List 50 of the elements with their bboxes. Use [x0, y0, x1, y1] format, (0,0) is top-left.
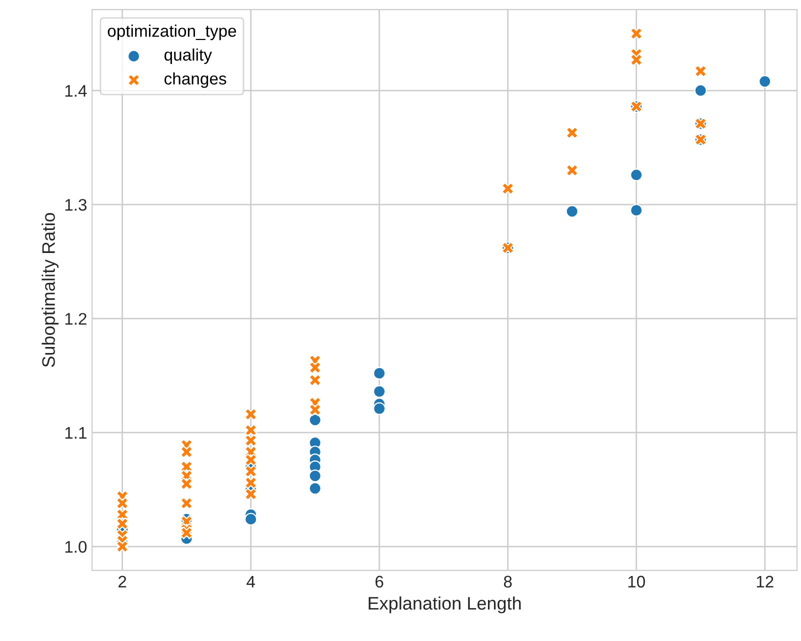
point	[308, 361, 322, 374]
point	[630, 204, 643, 217]
point	[244, 476, 258, 490]
x-axis-title: Explanation Length	[368, 596, 521, 614]
point	[758, 75, 772, 88]
y-tick-label: 1.2	[65, 312, 86, 325]
point	[308, 414, 322, 426]
point	[244, 434, 258, 447]
point	[308, 403, 322, 416]
x-tick-label: 12	[756, 576, 774, 588]
legend-label: quality	[164, 48, 212, 64]
point	[566, 164, 578, 177]
point	[180, 526, 193, 540]
legend-title: optimization_type	[108, 24, 236, 40]
point	[630, 27, 643, 40]
point	[180, 446, 193, 458]
y-tick-label: 1.4	[65, 85, 87, 97]
point	[244, 454, 258, 466]
point	[501, 182, 514, 195]
point	[308, 482, 322, 495]
x-tick-label: 8	[504, 576, 512, 588]
point	[244, 488, 258, 500]
point	[180, 496, 193, 510]
point	[180, 477, 193, 490]
point	[116, 496, 129, 510]
point	[566, 126, 578, 140]
point	[630, 168, 643, 182]
point	[244, 424, 258, 437]
x-tick-label: 10	[628, 576, 645, 588]
legend-label: changes	[164, 72, 226, 88]
point	[372, 402, 386, 415]
y-axis-title: Suboptimality Ratio	[42, 213, 59, 368]
point	[116, 540, 129, 553]
point	[694, 64, 707, 78]
point	[694, 84, 707, 97]
y-tick-label: 1.3	[65, 198, 87, 211]
point	[566, 205, 578, 218]
y-tick-label: 1.0	[65, 540, 87, 553]
x-tick-label: 4	[246, 576, 255, 588]
y-tick-label: 1.1	[65, 427, 86, 439]
point	[244, 408, 258, 421]
x-tick-label: 2	[118, 576, 126, 588]
point	[630, 53, 643, 66]
point	[116, 517, 129, 530]
point	[372, 385, 386, 398]
point	[308, 470, 322, 482]
point	[372, 366, 386, 380]
x-tick-label: 6	[376, 576, 384, 588]
point	[244, 512, 258, 526]
point	[244, 464, 258, 478]
